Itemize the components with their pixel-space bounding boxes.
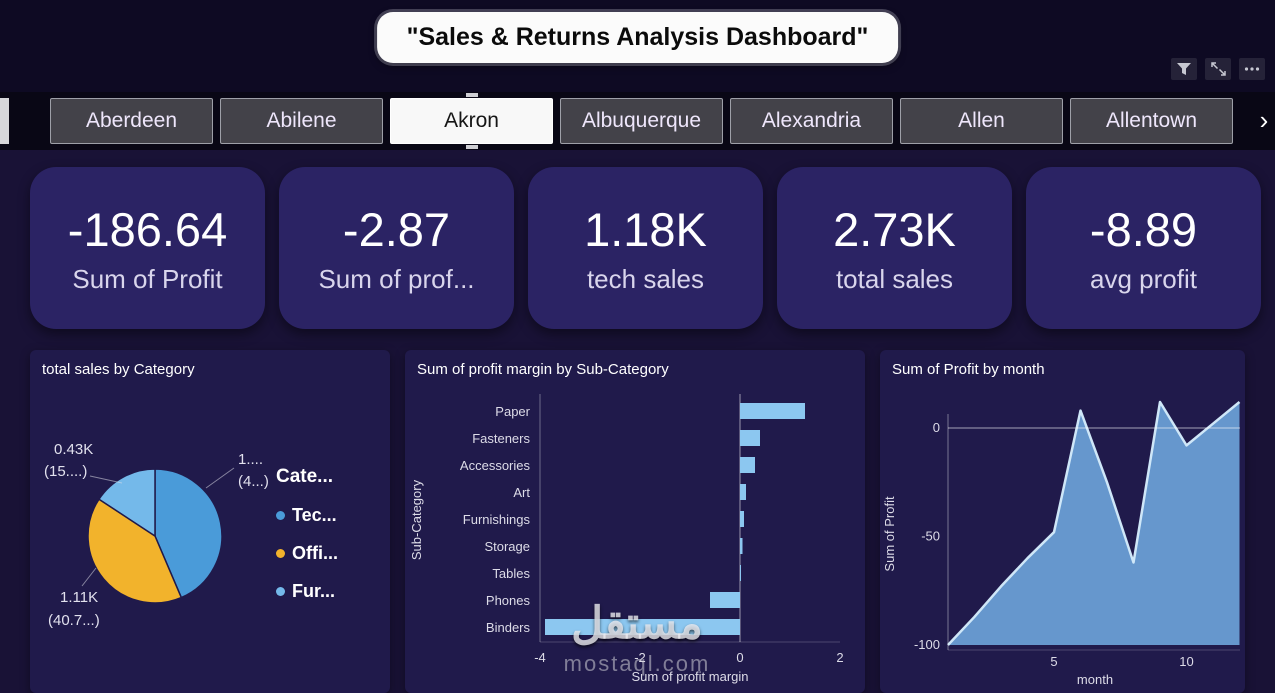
kpi-label: tech sales <box>586 263 705 294</box>
kpi-value: -2.87 <box>342 202 451 256</box>
kpi-value: 1.18K <box>584 202 707 256</box>
bar-chart[interactable]: Paper Fasteners Accessories Art Furnishings S… <box>405 374 865 693</box>
kpi-value: -8.89 <box>1089 202 1198 256</box>
pie-chart-panel: total sales by Category 1.... (4...) 1.11K… <box>30 350 390 693</box>
slicer-buttons: Aberdeen Abilene Akron Albuquerque Alexa… <box>50 98 1233 144</box>
svg-text:Binders: Binders <box>486 620 531 635</box>
svg-text:Furnishings: Furnishings <box>463 512 531 527</box>
header: "Sales & Returns Analysis Dashboard" <box>0 0 1275 92</box>
city-button-abilene[interactable]: Abilene <box>220 98 383 144</box>
svg-text:0: 0 <box>736 650 743 665</box>
city-slicer: Aberdeen Abilene Akron Albuquerque Alexa… <box>0 92 1275 150</box>
kpi-card-tech-sales[interactable]: 1.18K tech sales <box>528 167 763 329</box>
svg-text:5: 5 <box>1050 654 1057 669</box>
kpi-value: -186.64 <box>67 202 228 256</box>
svg-text:Sub-Category: Sub-Category <box>409 479 424 560</box>
area-chart-panel: Sum of Profit by month 0 -50 -100 5 10 month S… <box>880 350 1245 693</box>
area-chart-title: Sum of Profit by month <box>892 361 1045 378</box>
filter-icon[interactable] <box>1171 58 1197 80</box>
svg-text:-100: -100 <box>914 637 940 652</box>
legend-label: Fur... <box>292 581 336 601</box>
kpi-card-total-sales[interactable]: 2.73K total sales <box>777 167 1012 329</box>
city-button-allen[interactable]: Allen <box>900 98 1063 144</box>
svg-text:(40.7...): (40.7...) <box>48 612 100 629</box>
legend-item-tech[interactable]: Tec... <box>276 505 338 526</box>
city-button-alexandria[interactable]: Alexandria <box>730 98 893 144</box>
bar-chart-title: Sum of profit margin by Sub-Category <box>417 361 669 378</box>
svg-text:Paper: Paper <box>495 404 530 419</box>
kpi-row: -186.64 Sum of Profit -2.87 Sum of prof.… <box>30 167 1261 329</box>
legend-dot-furniture-icon <box>276 587 285 596</box>
svg-text:Fasteners: Fasteners <box>472 431 530 446</box>
svg-text:0: 0 <box>933 420 940 435</box>
svg-text:-2: -2 <box>634 650 646 665</box>
svg-text:-4: -4 <box>534 650 546 665</box>
pie-legend: Cate... Tec... Offi... Fur... <box>276 466 338 602</box>
svg-text:Sum of profit margin: Sum of profit margin <box>631 669 748 684</box>
page-title: "Sales & Returns Analysis Dashboard" <box>376 12 899 63</box>
city-button-aberdeen[interactable]: Aberdeen <box>50 98 213 144</box>
legend-dot-office-icon <box>276 549 285 558</box>
svg-text:0.43K: 0.43K <box>54 441 93 458</box>
legend-label: Tec... <box>292 505 337 525</box>
pie-chart[interactable]: 1.... (4...) 1.11K (40.7...) 0.43K (15....) <box>30 376 390 693</box>
area-chart[interactable]: 0 -50 -100 5 10 month Sum of Profit <box>880 374 1245 693</box>
svg-text:Phones: Phones <box>486 593 531 608</box>
bar-chart-panel: Sum of profit margin by Sub-Category Pap… <box>405 350 865 693</box>
svg-text:(4...): (4...) <box>238 473 269 490</box>
kpi-label: avg profit <box>1090 263 1197 294</box>
more-options-icon[interactable] <box>1239 58 1265 80</box>
svg-text:Accessories: Accessories <box>460 458 531 473</box>
kpi-label: total sales <box>835 263 954 294</box>
kpi-label: Sum of prof... <box>318 263 475 294</box>
slicer-overflow-left <box>0 98 9 144</box>
header-icons <box>1171 58 1265 80</box>
legend-item-office[interactable]: Offi... <box>276 543 338 564</box>
slicer-next-arrow[interactable]: › <box>1259 105 1269 135</box>
city-button-allentown[interactable]: Allentown <box>1070 98 1233 144</box>
svg-text:(15....): (15....) <box>44 463 87 480</box>
focus-mode-icon[interactable] <box>1205 58 1231 80</box>
legend-dot-tech-icon <box>276 511 285 520</box>
svg-text:Storage: Storage <box>484 539 530 554</box>
kpi-card-avg-profit[interactable]: -8.89 avg profit <box>1026 167 1261 329</box>
kpi-label: Sum of Profit <box>72 263 223 294</box>
svg-text:Tables: Tables <box>492 566 530 581</box>
kpi-card-sum-of-profit[interactable]: -186.64 Sum of Profit <box>30 167 265 329</box>
city-button-albuquerque[interactable]: Albuquerque <box>560 98 723 144</box>
svg-text:10: 10 <box>1179 654 1193 669</box>
pie-chart-title: total sales by Category <box>42 361 195 378</box>
svg-text:month: month <box>1077 672 1113 687</box>
kpi-value: 2.73K <box>833 202 956 256</box>
svg-text:-50: -50 <box>921 529 940 544</box>
legend-item-furniture[interactable]: Fur... <box>276 581 338 602</box>
svg-text:Art: Art <box>513 485 530 500</box>
legend-label: Offi... <box>292 543 338 563</box>
legend-title: Cate... <box>276 466 334 487</box>
kpi-card-sum-of-profit-margin[interactable]: -2.87 Sum of prof... <box>279 167 514 329</box>
svg-text:1.11K: 1.11K <box>60 589 98 606</box>
svg-text:2: 2 <box>836 650 843 665</box>
city-button-akron[interactable]: Akron <box>390 98 553 144</box>
svg-text:1....: 1.... <box>238 451 263 468</box>
svg-text:Sum of Profit: Sum of Profit <box>882 496 897 572</box>
